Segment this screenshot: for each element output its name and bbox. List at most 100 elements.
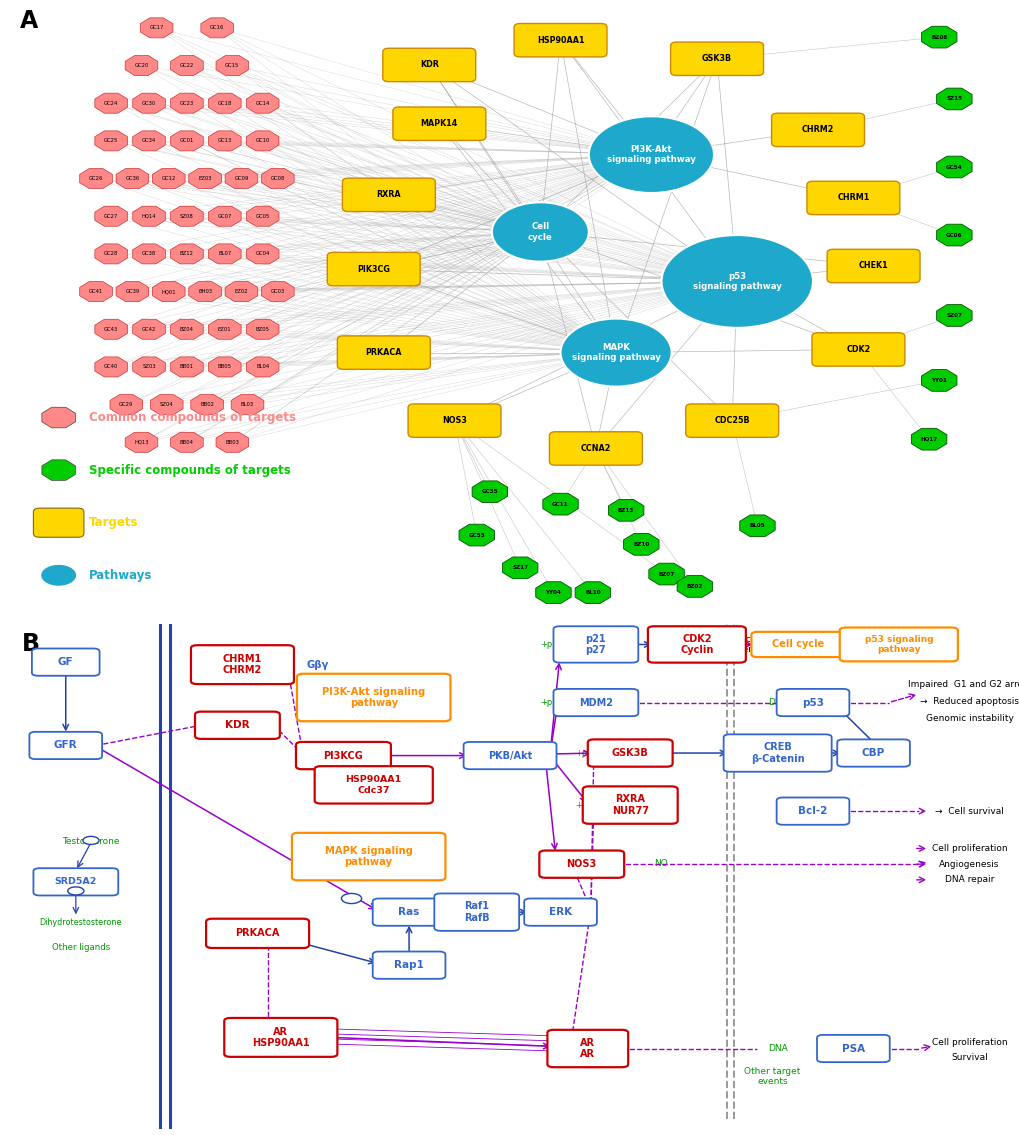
Circle shape [41, 564, 76, 587]
Polygon shape [225, 281, 258, 302]
Text: CHRM2: CHRM2 [801, 125, 834, 134]
Polygon shape [208, 93, 240, 114]
Text: CHRM1
CHRM2: CHRM1 CHRM2 [222, 654, 262, 675]
Polygon shape [935, 304, 971, 327]
FancyBboxPatch shape [34, 868, 118, 896]
Text: +p: +p [575, 800, 587, 809]
Text: Dihydrotestosterone: Dihydrotestosterone [40, 918, 122, 927]
Polygon shape [79, 168, 112, 188]
Polygon shape [246, 131, 279, 151]
Circle shape [67, 886, 84, 896]
Polygon shape [95, 93, 127, 114]
Text: BH03: BH03 [198, 289, 212, 294]
Text: DNA: DNA [767, 1044, 787, 1053]
Polygon shape [246, 207, 279, 226]
Text: GC01: GC01 [179, 138, 194, 143]
Polygon shape [116, 168, 149, 188]
FancyBboxPatch shape [372, 951, 445, 978]
Text: BZ05: BZ05 [256, 327, 269, 331]
FancyBboxPatch shape [647, 627, 745, 663]
Text: GC26: GC26 [89, 176, 103, 182]
Text: SZ04: SZ04 [160, 402, 173, 407]
Text: GC54: GC54 [946, 165, 962, 169]
Text: CDC25B: CDC25B [713, 417, 749, 426]
Text: CDK2: CDK2 [846, 345, 869, 354]
Text: GC06: GC06 [946, 233, 962, 237]
Polygon shape [225, 168, 258, 188]
Polygon shape [95, 131, 127, 151]
Text: CDK2
Cyclin: CDK2 Cyclin [680, 633, 713, 655]
Text: BL04: BL04 [256, 364, 269, 369]
FancyBboxPatch shape [775, 689, 849, 716]
Text: EZ01: EZ01 [218, 327, 231, 331]
Text: Raf1
RafB: Raf1 RafB [464, 901, 489, 923]
FancyBboxPatch shape [337, 336, 430, 369]
Polygon shape [170, 131, 203, 151]
Text: HQ17: HQ17 [920, 437, 936, 442]
FancyBboxPatch shape [587, 739, 672, 766]
Text: Common compounds of targets: Common compounds of targets [89, 411, 296, 424]
Text: GC11: GC11 [551, 502, 569, 506]
FancyBboxPatch shape [685, 404, 777, 437]
Polygon shape [246, 93, 279, 114]
Text: BB01: BB01 [179, 364, 194, 369]
Text: GC20: GC20 [135, 64, 149, 68]
Text: p53 signaling
pathway: p53 signaling pathway [864, 634, 932, 654]
Text: GSK3B: GSK3B [701, 54, 732, 64]
Text: GC16: GC16 [210, 25, 224, 31]
FancyBboxPatch shape [30, 732, 102, 759]
Text: RXRA: RXRA [376, 191, 400, 200]
Text: Bcl-2: Bcl-2 [798, 806, 826, 816]
Text: GFR: GFR [54, 740, 77, 750]
Polygon shape [261, 168, 293, 188]
Text: BL10: BL10 [585, 590, 600, 595]
Polygon shape [42, 460, 75, 480]
FancyBboxPatch shape [722, 734, 830, 772]
Polygon shape [170, 356, 203, 377]
Text: Survival: Survival [950, 1053, 987, 1062]
FancyBboxPatch shape [408, 404, 500, 437]
Text: GSK3B: GSK3B [611, 748, 648, 758]
Text: HQ01: HQ01 [161, 289, 176, 294]
Polygon shape [170, 207, 203, 226]
Text: KDR: KDR [225, 721, 250, 730]
FancyBboxPatch shape [342, 178, 435, 211]
Text: BZ13: BZ13 [618, 507, 634, 513]
Polygon shape [132, 93, 165, 114]
Polygon shape [208, 244, 240, 264]
Text: BZ02: BZ02 [686, 583, 702, 589]
Text: MAPK signaling
pathway: MAPK signaling pathway [324, 846, 413, 867]
Text: CHEK1: CHEK1 [858, 261, 888, 270]
Text: BZ04: BZ04 [179, 327, 194, 331]
Text: Other target
events: Other target events [744, 1067, 800, 1086]
FancyBboxPatch shape [327, 252, 420, 286]
Text: Angiogenesis: Angiogenesis [938, 859, 999, 868]
Polygon shape [95, 244, 127, 264]
Text: SZ08: SZ08 [180, 213, 194, 219]
Text: GC30: GC30 [142, 101, 156, 106]
Text: GC14: GC14 [255, 101, 270, 106]
FancyBboxPatch shape [34, 508, 84, 537]
FancyBboxPatch shape [539, 850, 624, 877]
Polygon shape [208, 131, 240, 151]
Polygon shape [125, 432, 158, 452]
Text: GC35: GC35 [481, 489, 497, 494]
FancyBboxPatch shape [314, 766, 432, 804]
Text: YY01: YY01 [930, 378, 947, 382]
Text: →  Cell survival: → Cell survival [934, 807, 1003, 816]
Text: Testosterone: Testosterone [62, 836, 119, 846]
FancyBboxPatch shape [811, 333, 904, 367]
Polygon shape [116, 281, 149, 302]
Polygon shape [132, 131, 165, 151]
FancyBboxPatch shape [669, 42, 763, 75]
Text: KDR: KDR [420, 60, 438, 69]
FancyBboxPatch shape [32, 648, 100, 675]
Polygon shape [125, 56, 158, 76]
Text: BB04: BB04 [179, 439, 194, 445]
Text: AR
HSP90AA1: AR HSP90AA1 [252, 1026, 310, 1049]
FancyBboxPatch shape [553, 627, 638, 663]
Polygon shape [502, 557, 537, 579]
Text: BB05: BB05 [218, 364, 231, 369]
Polygon shape [246, 319, 279, 339]
Text: BL07: BL07 [218, 251, 231, 257]
